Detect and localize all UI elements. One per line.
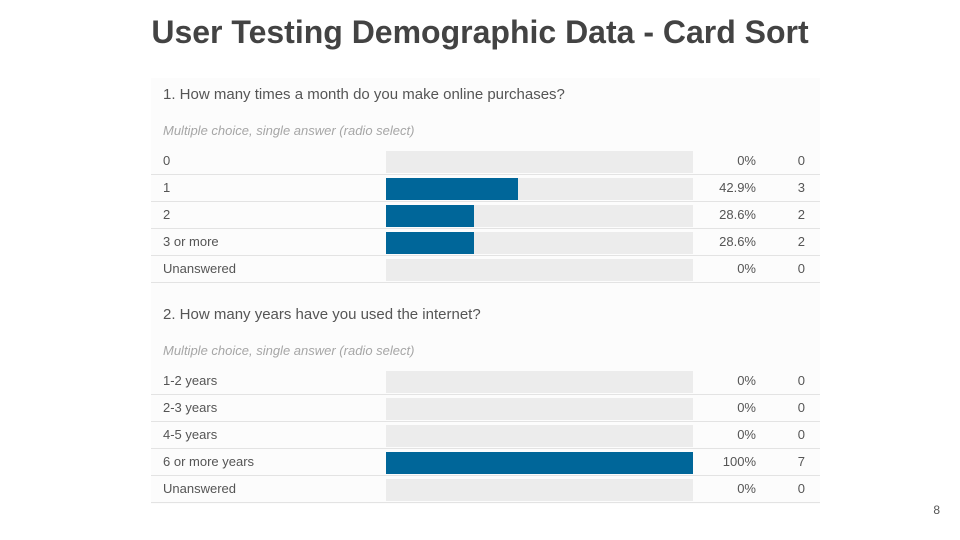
percent-label: 0%	[737, 373, 756, 388]
answer-label: Unanswered	[163, 261, 236, 276]
answer-label: Unanswered	[163, 481, 236, 496]
bar-fill	[386, 178, 518, 200]
count-label: 0	[797, 481, 805, 496]
question-1-type: Multiple choice, single answer (radio se…	[163, 123, 415, 138]
question-2-type: Multiple choice, single answer (radio se…	[163, 343, 415, 358]
question-2-title: 2. How many years have you used the inte…	[163, 306, 481, 323]
question-1-rows: 0 0% 0 1 42.9% 3 2 28.6% 2 3 or more 28.6% 2 Unanswe…	[151, 148, 820, 283]
count-label: 0	[797, 427, 805, 442]
answer-label: 4-5 years	[163, 427, 218, 442]
bar-track	[386, 479, 693, 501]
count-label: 0	[797, 261, 805, 276]
percent-label: 28.6%	[719, 234, 756, 249]
answer-row: 2 28.6% 2	[151, 202, 820, 229]
answer-label: 0	[163, 153, 171, 168]
bar-track	[386, 151, 693, 173]
bar-track	[386, 205, 693, 227]
answer-row: 1 42.9% 3	[151, 175, 820, 202]
answer-label: 2-3 years	[163, 400, 218, 415]
count-label: 0	[797, 153, 805, 168]
percent-label: 0%	[737, 400, 756, 415]
answer-row: Unanswered 0% 0	[151, 476, 820, 503]
percent-label: 0%	[737, 481, 756, 496]
answer-row: 1-2 years 0% 0	[151, 368, 820, 395]
percent-label: 0%	[737, 153, 756, 168]
percent-label: 0%	[737, 261, 756, 276]
page-number: 8	[933, 503, 940, 517]
bar-track	[386, 259, 693, 281]
answer-row: 0 0% 0	[151, 148, 820, 175]
bar-track	[386, 398, 693, 420]
answer-row: 2-3 years 0% 0	[151, 395, 820, 422]
percent-label: 0%	[737, 427, 756, 442]
answer-label: 1	[163, 180, 171, 195]
answer-label: 2	[163, 207, 171, 222]
count-label: 2	[797, 207, 805, 222]
question-2-rows: 1-2 years 0% 0 2-3 years 0% 0 4-5 years 0% 0 6 or…	[151, 368, 820, 503]
answer-row: 3 or more 28.6% 2	[151, 229, 820, 256]
percent-label: 42.9%	[719, 180, 756, 195]
answer-row: 4-5 years 0% 0	[151, 422, 820, 449]
answer-row: 6 or more years 100% 7	[151, 449, 820, 476]
bar-track	[386, 425, 693, 447]
question-1-title: 1. How many times a month do you make on…	[163, 86, 565, 103]
answer-label: 1-2 years	[163, 373, 218, 388]
bar-track	[386, 232, 693, 254]
slide-title: User Testing Demographic Data - Card Sor…	[151, 14, 809, 50]
percent-label: 100%	[722, 454, 756, 469]
answer-label: 3 or more	[163, 234, 219, 249]
count-label: 7	[797, 454, 805, 469]
bar-fill	[386, 452, 693, 474]
bar-track	[386, 178, 693, 200]
bar-track	[386, 452, 693, 474]
survey-results-panel: 1. How many times a month do you make on…	[151, 78, 820, 504]
answer-row: Unanswered 0% 0	[151, 256, 820, 283]
count-label: 2	[797, 234, 805, 249]
count-label: 3	[797, 180, 805, 195]
count-label: 0	[797, 400, 805, 415]
answer-label: 6 or more years	[163, 454, 255, 469]
bar-fill	[386, 205, 474, 227]
bar-fill	[386, 232, 474, 254]
count-label: 0	[797, 373, 805, 388]
percent-label: 28.6%	[719, 207, 756, 222]
bar-track	[386, 371, 693, 393]
